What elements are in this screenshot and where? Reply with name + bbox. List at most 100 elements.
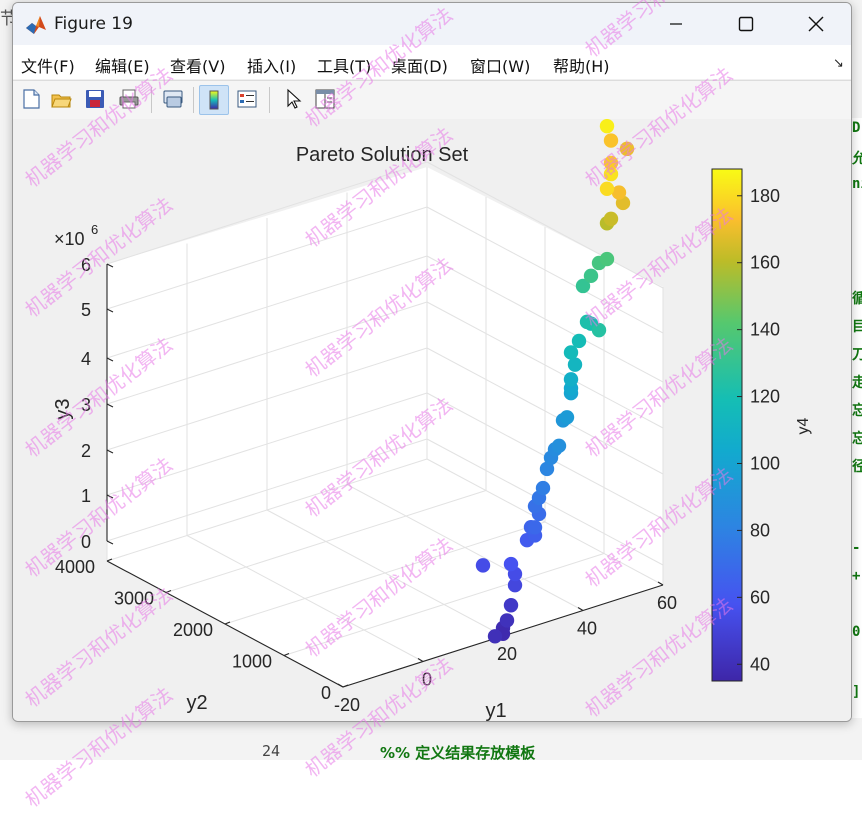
grid-line-y [165,490,487,593]
legend-button[interactable] [233,85,261,113]
scatter-point [575,278,591,294]
menu-insert[interactable]: 插入(I) [247,57,297,76]
colorbar-tick-label: 40 [750,654,770,674]
x-tick-label: 60 [657,593,677,613]
z-tick-mark [106,449,114,454]
minimize-button[interactable] [641,3,711,45]
figure-canvas[interactable]: -20 0 20 40 60 0 1000 2000 3000 4000 0 1 2 3 4 5 6 ×10 6 y1… [13,119,851,721]
scatter-point [571,333,587,349]
menu-help[interactable]: 帮助(H) [553,57,610,76]
z-tick-label: 2 [81,441,91,461]
z-tick-mark [106,494,114,499]
property-inspector-button[interactable] [311,85,339,113]
scatter-point [539,461,555,477]
figure-window: Figure 19 文件(F) 编辑(E) 查看(V) 插入(I) 工具(T) … [12,2,852,722]
menu-tools[interactable]: 工具(T) [317,57,372,76]
menu-bar: 文件(F) 编辑(E) 查看(V) 插入(I) 工具(T) 桌面(D) 窗口(W… [13,45,851,79]
colorbar-tick-label: 120 [750,387,780,407]
scatter-point [603,133,619,148]
z-tick-label: 0 [81,532,91,552]
grid-line-z-right [426,347,664,475]
print-button[interactable] [115,85,143,113]
scatter-point [503,556,519,572]
window-title: Figure 19 [54,14,133,34]
minimize-icon [670,23,682,25]
background-code-fragment: ] [852,684,861,700]
grid-line-z-left [106,438,428,542]
grid-line-y [106,458,428,562]
z-tick-mark [106,263,114,268]
toolbar [13,80,851,120]
colorbar-button[interactable] [199,85,229,115]
dock-arrow-icon[interactable]: ↘ [833,55,844,70]
menu-view[interactable]: 查看(V) [170,57,226,76]
background-code-fragment: 径 [852,459,862,475]
print-icon [119,89,139,109]
pointer-icon [287,88,302,109]
z-exponent-label: ×10 [54,229,85,249]
link-plot-button[interactable] [159,85,187,113]
colorbar-label: y4 [795,417,812,434]
grid-line-z-right [426,301,664,429]
scatter-point [567,357,583,372]
grid-line-z-left [106,347,428,451]
menu-window[interactable]: 窗口(W) [470,57,531,76]
x-axis-label: y1 [485,700,506,721]
background-code-fragment: ni [852,176,862,192]
menu-file[interactable]: 文件(F) [21,57,75,76]
maximize-button[interactable] [711,3,781,45]
menu-desktop[interactable]: 桌面(D) [391,57,448,76]
scatter-point [603,211,619,227]
z-tick-label: 3 [81,395,91,415]
z-tick-label: 4 [81,349,91,369]
background-code-fragment: 目 [852,319,862,335]
scatter-point [499,613,515,628]
x-tick-label: 0 [422,670,432,690]
menu-edit[interactable]: 编辑(E) [95,57,150,76]
scatter-point [603,166,619,182]
z-tick-mark [106,357,114,362]
y-tick-mark [165,589,172,594]
background-code-fragment: 走 [852,375,862,391]
close-button[interactable] [781,3,851,45]
scatter-point [563,372,579,387]
background-code-fragment: 0) [852,624,862,640]
background-code-fragment: 忘 [852,431,862,447]
pointer-button[interactable] [279,85,307,113]
scatter-point [527,520,543,535]
scatter-point [551,438,567,454]
y-axis-label: y2 [186,692,207,714]
toolbar-separator [151,87,152,113]
background-code-comment: %% 定义结果存放模板 [380,744,536,762]
grid-line-z-left [106,161,428,265]
z-tick-label: 6 [81,255,91,275]
y-tick-mark [106,558,113,562]
new-figure-icon [23,89,40,109]
x-tick-label: 20 [497,644,517,664]
close-icon [808,16,824,32]
scatter-point [599,251,615,267]
scatter-point [503,598,519,613]
scatter-point [611,185,627,200]
save-button[interactable] [81,85,109,113]
scatter-point [535,480,551,496]
grid-line-z-left [106,255,428,359]
scatter-point [603,155,619,171]
y-tick-label: 0 [321,683,331,703]
grid-line-z-left [106,301,428,405]
z-axis-label: y3 [52,398,74,419]
scatter-point [619,141,635,157]
colorbar-tick-label: 160 [750,253,780,273]
scatter-point [559,410,575,425]
legend-icon [237,90,257,108]
new-figure-button[interactable] [17,85,45,113]
x-tick-label: 40 [577,619,597,639]
property-inspector-icon [315,89,335,109]
x-tick-mark [577,607,584,611]
background-code-fragment: 刀 [852,347,862,363]
scatter-point [599,181,615,197]
title-bar[interactable]: Figure 19 [13,3,851,45]
grid-line-z-left [106,392,428,496]
open-file-button[interactable] [47,85,75,113]
